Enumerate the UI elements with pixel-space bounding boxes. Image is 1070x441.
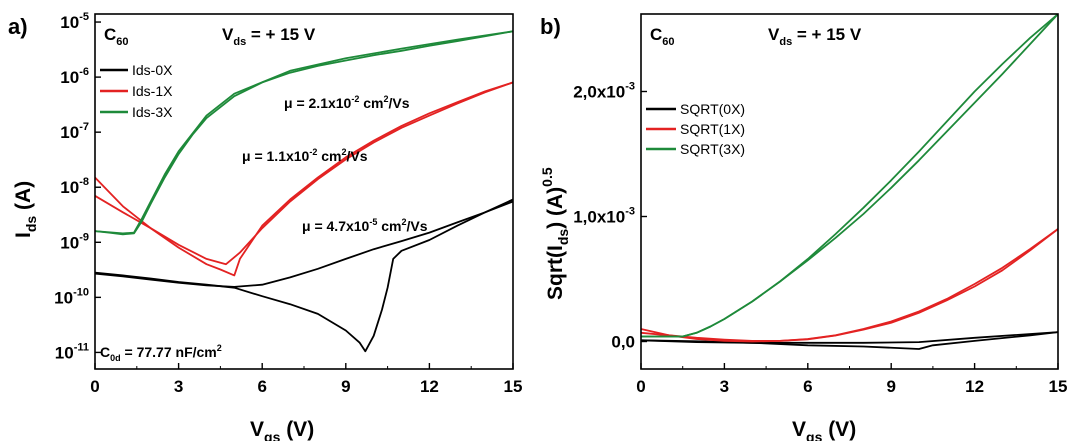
mobility-annotation-0x: μ = 4.7x10-5 cm2/Vs	[302, 217, 428, 234]
y-tick-label-a-6: 10-5	[60, 11, 89, 32]
legend-label-a-2: Ids-3X	[132, 104, 173, 120]
material-label-b: C60	[650, 25, 675, 48]
x-tick-label-a-5: 15	[504, 377, 523, 396]
legend-label-a-0: Ids-0X	[132, 62, 173, 78]
y-tick-label-b-1: 1,0x10-3	[573, 206, 635, 227]
legend-a: Ids-0X Ids-1X Ids-3X	[100, 62, 173, 120]
condition-label-b: Vds = + 15 V	[768, 25, 862, 48]
axes-frame-a	[94, 13, 514, 370]
series-line-a-1-forward	[94, 81, 514, 277]
y-tick-label-b-0: 0,0	[611, 333, 635, 352]
y-tick-label-a-3: 10-8	[60, 176, 89, 197]
y-tick-label-a-0: 10-11	[55, 341, 89, 362]
x-tick-label-b-4: 12	[965, 377, 984, 396]
y-axis-label-b: Sqrt(Ids) (A)0.5	[539, 167, 571, 300]
condition-label-a: Vds = + 15 V	[222, 25, 316, 48]
series-line-b-0-reverse	[640, 331, 1059, 344]
y-tick-label-a-5: 10-6	[60, 66, 89, 87]
x-tick-label-a-3: 9	[341, 377, 350, 396]
capacitance-annotation: C0d = 77.77 nF/cm2	[100, 343, 222, 363]
y-tick-label-b-2: 2,0x10-3	[573, 81, 635, 102]
plot-area-a: 0 3 6 9 12 15 10-11 10-10 10-9 10-8 10-7 10-6 10-5	[54, 11, 522, 396]
x-axis-label-b: Vgs (V)	[792, 418, 856, 441]
series-line-b-2-reverse	[641, 13, 1059, 338]
series-line-b-2-forward	[641, 13, 1059, 338]
y-axis-label-a: Ids (A)	[12, 181, 39, 238]
legend-label-b-1: SQRT(1X)	[680, 121, 745, 137]
material-label-a: C60	[104, 25, 129, 48]
series-line-b-1-forward	[640, 228, 1059, 343]
y-tick-label-a-4: 10-7	[60, 121, 89, 142]
x-tick-label-a-0: 0	[90, 377, 99, 396]
x-tick-label-b-2: 6	[803, 377, 812, 396]
series-line-b-1-reverse	[640, 228, 1059, 342]
panel-a-letter: a)	[8, 14, 28, 39]
x-tick-label-a-4: 12	[420, 377, 439, 396]
series-line-a-2-reverse	[94, 30, 514, 235]
series-line-a-0-reverse	[94, 200, 514, 288]
legend-label-b-2: SQRT(3X)	[680, 141, 745, 157]
x-tick-label-a-1: 3	[174, 377, 183, 396]
legend-b: SQRT(0X) SQRT(1X) SQRT(3X)	[646, 101, 745, 157]
x-tick-label-a-2: 6	[257, 377, 266, 396]
x-tick-label-b-3: 9	[886, 377, 895, 396]
x-tick-label-b-1: 3	[720, 377, 729, 396]
panel-a: a) 0 3 6 9 12 15 10-11 10-10 10-9 10-8 10-7 10-6 10-…	[8, 11, 522, 441]
x-tick-label-b-0: 0	[636, 377, 645, 396]
mobility-annotation-3x: μ = 2.1x10-2 cm2/Vs	[284, 94, 410, 111]
y-tick-label-a-1: 10-10	[54, 286, 89, 307]
legend-label-a-1: Ids-1X	[132, 83, 173, 99]
plot-area-b: 0 3 6 9 12 15 0,0 1,0x10-3 2,0x10-3	[573, 13, 1068, 396]
panel-b: b) 0 3 6 9 12 15 0,0 1,0x10-3 2,0x10-3 C60 Vds =…	[539, 13, 1068, 441]
y-tick-label-a-2: 10-9	[60, 231, 89, 252]
mobility-annotation-1x: μ = 1.1x10-2 cm2/Vs	[242, 147, 368, 164]
x-tick-label-b-5: 15	[1049, 377, 1068, 396]
x-axis-label-a: Vgs (V)	[250, 418, 314, 441]
legend-label-b-0: SQRT(0X)	[680, 101, 745, 117]
axes-frame-b	[640, 13, 1059, 370]
series-line-b-0-forward	[640, 331, 1059, 350]
panel-b-letter: b)	[540, 14, 561, 39]
series-line-a-1-reverse	[94, 81, 514, 266]
